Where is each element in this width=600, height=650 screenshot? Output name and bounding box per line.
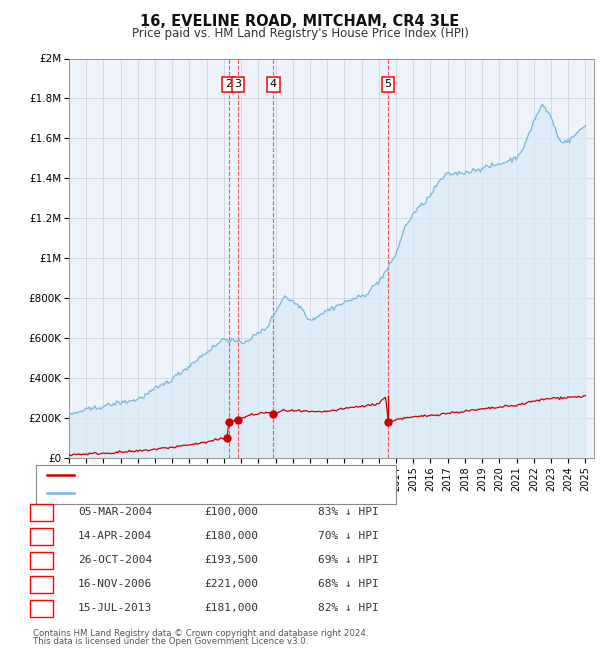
Text: 16, EVELINE ROAD, MITCHAM, CR4 3LE (detached house): 16, EVELINE ROAD, MITCHAM, CR4 3LE (deta… <box>80 471 376 480</box>
Text: 3: 3 <box>38 553 45 566</box>
Text: £193,500: £193,500 <box>204 554 258 565</box>
Text: 1: 1 <box>38 505 45 518</box>
Text: This data is licensed under the Open Government Licence v3.0.: This data is licensed under the Open Gov… <box>33 637 308 646</box>
Text: 5: 5 <box>385 79 392 90</box>
Text: 15-JUL-2013: 15-JUL-2013 <box>78 603 152 613</box>
Text: 4: 4 <box>38 577 45 590</box>
Text: 70% ↓ HPI: 70% ↓ HPI <box>318 530 379 541</box>
Text: 2: 2 <box>38 529 45 542</box>
Text: 05-MAR-2004: 05-MAR-2004 <box>78 506 152 517</box>
Text: 26-OCT-2004: 26-OCT-2004 <box>78 554 152 565</box>
Text: HPI: Average price, detached house, Merton: HPI: Average price, detached house, Mert… <box>80 488 310 498</box>
Text: 82% ↓ HPI: 82% ↓ HPI <box>318 603 379 613</box>
Text: 14-APR-2004: 14-APR-2004 <box>78 530 152 541</box>
Text: £180,000: £180,000 <box>204 530 258 541</box>
Text: 83% ↓ HPI: 83% ↓ HPI <box>318 506 379 517</box>
Text: 69% ↓ HPI: 69% ↓ HPI <box>318 554 379 565</box>
Text: Contains HM Land Registry data © Crown copyright and database right 2024.: Contains HM Land Registry data © Crown c… <box>33 629 368 638</box>
Text: £181,000: £181,000 <box>204 603 258 613</box>
Text: £221,000: £221,000 <box>204 578 258 589</box>
Text: 5: 5 <box>38 601 45 614</box>
Text: 16-NOV-2006: 16-NOV-2006 <box>78 578 152 589</box>
Text: Price paid vs. HM Land Registry's House Price Index (HPI): Price paid vs. HM Land Registry's House … <box>131 27 469 40</box>
Text: £100,000: £100,000 <box>204 506 258 517</box>
Text: 2: 2 <box>225 79 232 90</box>
Text: 16, EVELINE ROAD, MITCHAM, CR4 3LE: 16, EVELINE ROAD, MITCHAM, CR4 3LE <box>140 14 460 29</box>
Text: 68% ↓ HPI: 68% ↓ HPI <box>318 578 379 589</box>
Text: 3: 3 <box>235 79 242 90</box>
Text: 4: 4 <box>270 79 277 90</box>
